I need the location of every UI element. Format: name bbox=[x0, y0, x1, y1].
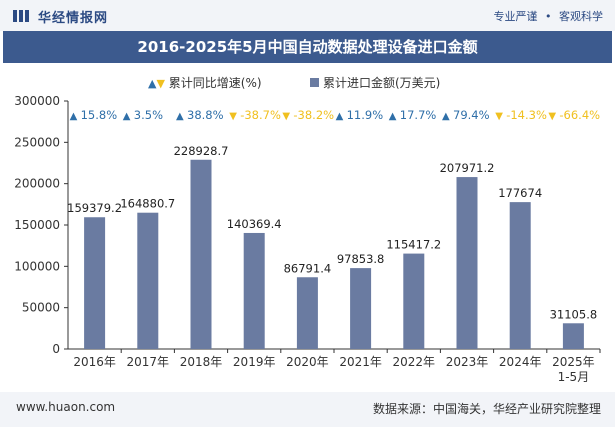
y-tick-label: 300000 bbox=[14, 94, 60, 108]
triangle-down-icon: ▼ bbox=[156, 77, 165, 90]
data-source: 数据来源：中国海关，华经产业研究院整理 bbox=[372, 402, 601, 416]
slogan: 专业严谨 • 客观科学 bbox=[494, 8, 604, 24]
growth-up-icon: ▲ bbox=[442, 111, 450, 122]
growth-down-icon: ▼ bbox=[282, 111, 290, 122]
growth-down-icon: ▼ bbox=[495, 111, 503, 122]
bar bbox=[403, 253, 425, 349]
bar-value-label: 115417.2 bbox=[386, 238, 441, 252]
legend: ▲▼ 累计同比增速(%) 累计进口金额(万美元) bbox=[0, 74, 615, 92]
chart-title: 2016-2025年5月中国自动数据处理设备进口金额 bbox=[3, 31, 612, 63]
x-tick-label: 2016年 bbox=[73, 355, 116, 369]
website-link[interactable]: www.huaon.com bbox=[16, 400, 116, 414]
legend-growth: ▲▼ 累计同比增速(%) bbox=[148, 74, 262, 91]
legend-value-label: 累计进口金额(万美元) bbox=[323, 76, 441, 90]
bar bbox=[84, 217, 106, 349]
growth-up-icon: ▲ bbox=[336, 111, 344, 122]
x-tick-label: 2025年 bbox=[552, 355, 595, 369]
bar bbox=[350, 268, 372, 349]
bar-value-label: 31105.8 bbox=[550, 307, 598, 321]
bar-value-label: 177674 bbox=[498, 186, 542, 200]
growth-label: 17.7% bbox=[400, 108, 437, 122]
x-tick-label: 1-5月 bbox=[558, 370, 590, 384]
bar bbox=[137, 212, 159, 349]
growth-up-icon: ▲ bbox=[123, 111, 131, 122]
growth-label: -38.7% bbox=[240, 108, 281, 122]
growth-up-icon: ▲ bbox=[176, 111, 184, 122]
x-tick-label: 2021年 bbox=[339, 355, 382, 369]
bullet-icon: • bbox=[545, 10, 552, 23]
x-tick-labels: 2016年 2017年 2018年 2019年 2020年 2021年 2022年 2023年… bbox=[73, 355, 594, 384]
slogan-part-2: 客观科学 bbox=[559, 10, 603, 23]
x-tick-label: 2019年 bbox=[233, 355, 276, 369]
y-tick-labels: 0 50000 100000 150000 200000 250000 300000 bbox=[14, 94, 60, 356]
y-tick-label: 50000 bbox=[22, 301, 60, 315]
bar bbox=[509, 202, 531, 349]
growth-label: -66.4% bbox=[559, 108, 600, 122]
growth-label: -14.3% bbox=[506, 108, 547, 122]
x-tick-label: 2022年 bbox=[393, 355, 436, 369]
bars bbox=[84, 159, 584, 349]
bar-swatch-icon bbox=[310, 78, 319, 87]
bar-value-label: 159379.2 bbox=[67, 201, 122, 215]
growth-label: 15.8% bbox=[81, 108, 118, 122]
bar-value-label: 207971.2 bbox=[440, 161, 495, 175]
bar-value-label: 140369.4 bbox=[227, 217, 282, 231]
growth-up-icon: ▲ bbox=[70, 111, 78, 122]
growth-label: 38.8% bbox=[187, 108, 224, 122]
growth-label: -38.2% bbox=[293, 108, 334, 122]
y-tick-label: 250000 bbox=[14, 135, 60, 149]
brand-name: 华经情报网 bbox=[38, 11, 109, 26]
logo-icon bbox=[13, 10, 29, 22]
bar bbox=[562, 323, 584, 349]
bar-value-label: 228928.7 bbox=[174, 144, 229, 158]
y-tick-label: 100000 bbox=[14, 259, 60, 273]
x-tick-label: 2017年 bbox=[127, 355, 170, 369]
growth-label: 11.9% bbox=[347, 108, 384, 122]
y-tick-label: 150000 bbox=[14, 218, 60, 232]
growth-down-icon: ▼ bbox=[548, 111, 556, 122]
bar bbox=[190, 159, 212, 349]
slogan-part-1: 专业严谨 bbox=[493, 10, 538, 23]
bar-value-label: 97853.8 bbox=[337, 252, 385, 266]
growth-label: 79.4% bbox=[453, 108, 490, 122]
growth-label: 3.5% bbox=[134, 108, 163, 122]
bar-value-label: 164880.7 bbox=[120, 197, 175, 211]
legend-growth-label: 累计同比增速(%) bbox=[168, 76, 262, 90]
footer: www.huaon.com 数据来源：中国海关，华经产业研究院整理 bbox=[0, 392, 615, 427]
top-bar: 华经情报网 专业严谨 • 客观科学 bbox=[0, 0, 615, 31]
growth-down-icon: ▼ bbox=[229, 111, 237, 122]
y-tick-label: 0 bbox=[52, 342, 60, 356]
growth-labels: ▲ 15.8% ▲ 3.5% ▲ 38.8% ▼ -38.7% ▼ -38.2% ▲ 11.9% ▲ 17… bbox=[70, 108, 601, 122]
triangle-up-icon: ▲ bbox=[148, 77, 157, 90]
x-tick-label: 2023年 bbox=[446, 355, 489, 369]
bar bbox=[296, 277, 318, 349]
growth-up-icon: ▲ bbox=[389, 111, 397, 122]
x-tick-label: 2020年 bbox=[286, 355, 329, 369]
legend-value: 累计进口金额(万美元) bbox=[310, 74, 440, 91]
bar bbox=[456, 177, 478, 349]
x-tick-label: 2024年 bbox=[499, 355, 542, 369]
bar bbox=[243, 232, 265, 349]
bar-value-label: 86791.4 bbox=[284, 261, 332, 275]
y-tick-label: 200000 bbox=[14, 177, 60, 191]
x-tick-label: 2018年 bbox=[180, 355, 223, 369]
